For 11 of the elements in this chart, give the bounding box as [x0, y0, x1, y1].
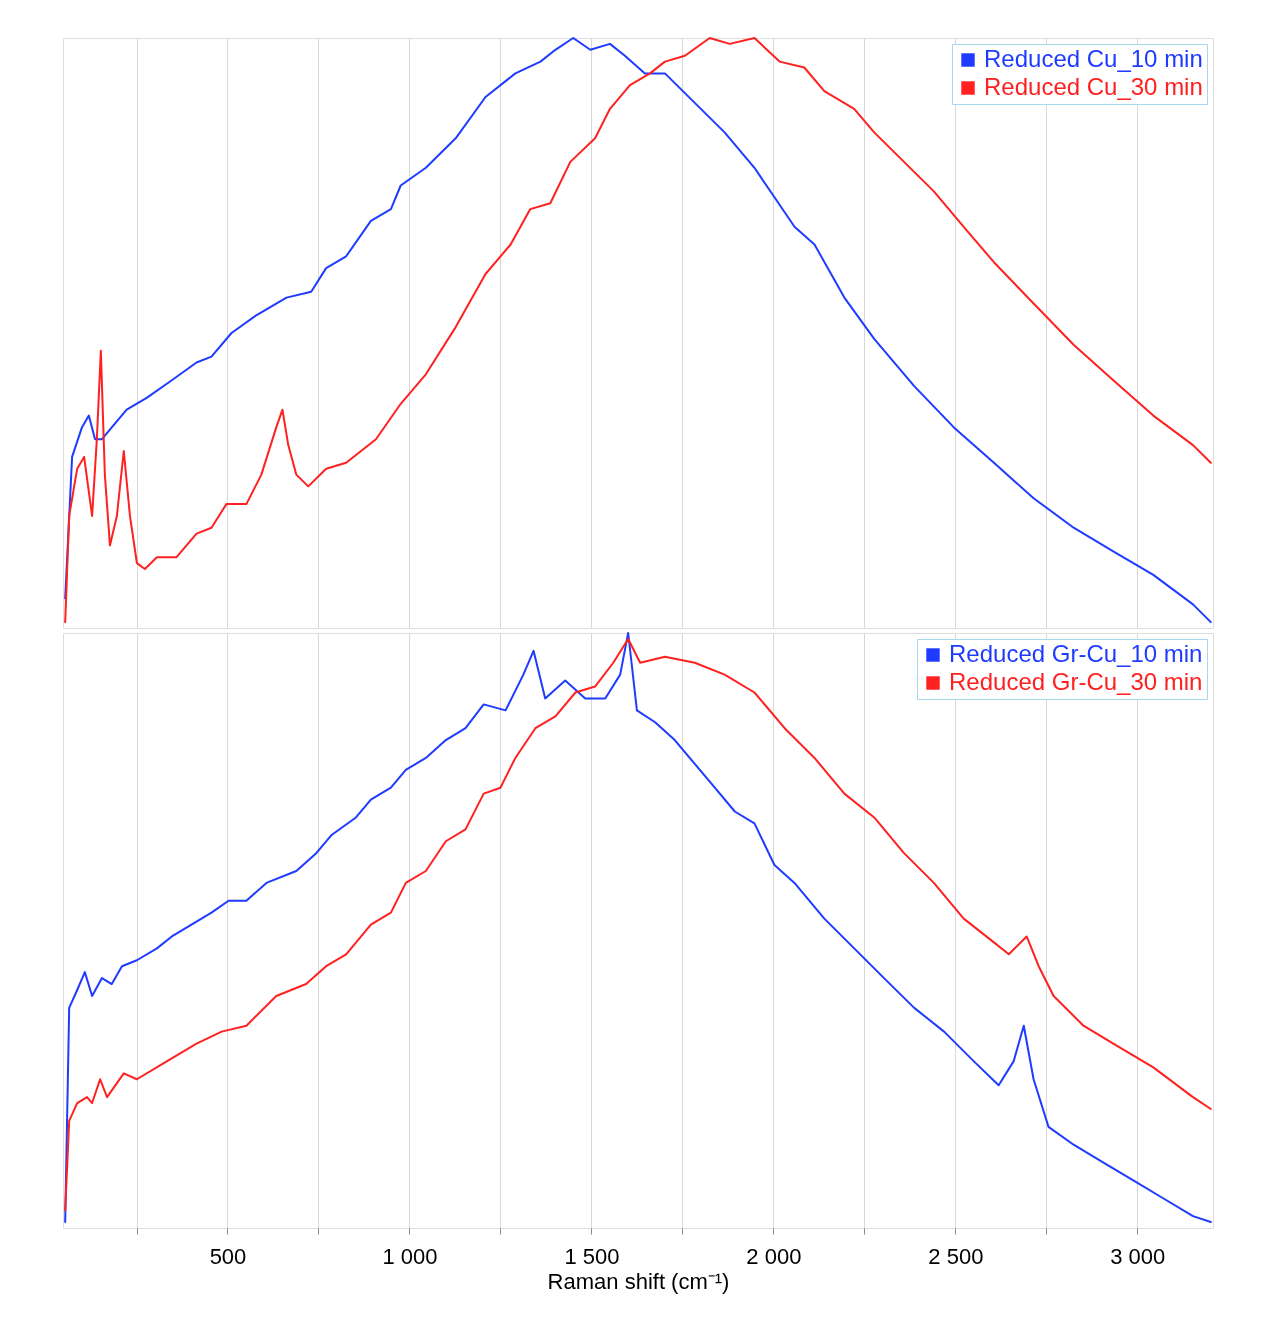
x-tick-label: 2 500: [928, 1243, 984, 1269]
legend-label: Reduced Cu_10 min: [984, 45, 1203, 72]
legend-label: Reduced Gr-Cu_30 min: [949, 668, 1203, 695]
x-tick-label: 1 500: [564, 1243, 620, 1269]
x-axis-title: Raman shift (cm⁻¹): [547, 1268, 730, 1294]
x-tick-label: 500: [209, 1243, 247, 1269]
x-tick-label: 3 000: [1110, 1243, 1166, 1269]
legend-label: Reduced Cu_30 min: [984, 73, 1203, 100]
x-tick-label: 1 000: [382, 1243, 438, 1269]
x-tick-label: 2 000: [746, 1243, 802, 1269]
legend-label: Reduced Gr-Cu_10 min: [949, 640, 1203, 667]
